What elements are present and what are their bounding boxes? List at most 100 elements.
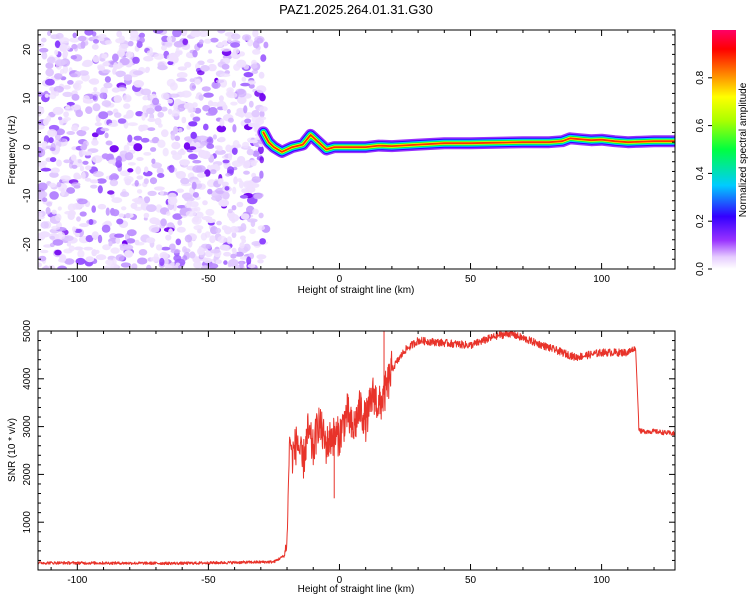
noise-blob (186, 124, 191, 130)
noise-blob (239, 180, 244, 189)
noise-blob (209, 235, 216, 244)
noise-blob (192, 165, 203, 173)
noise-blob (247, 139, 258, 144)
noise-blob (140, 137, 150, 143)
noise-blob (216, 220, 222, 226)
noise-blob (116, 30, 123, 38)
noise-blob (62, 50, 69, 57)
noise-blob (126, 109, 134, 119)
noise-blob (226, 109, 231, 114)
noise-blob (229, 226, 239, 234)
noise-blob (113, 112, 122, 118)
noise-blob (192, 116, 201, 122)
noise-blob (167, 108, 173, 115)
noise-blob (89, 78, 100, 85)
noise-blob (71, 164, 78, 169)
noise-blob (68, 245, 76, 252)
colorbar: 0.0 0.2 0.4 0.6 0.8 Normalized spectral ampl… (695, 30, 749, 276)
spectrogram-x-label: Height of straight line (km) (298, 285, 415, 296)
noise-blob (197, 70, 205, 76)
noise-blob (161, 246, 171, 251)
noise-blob (173, 102, 178, 111)
noise-blob (119, 57, 130, 66)
noise-blob (46, 201, 53, 207)
noise-blob (66, 131, 75, 135)
noise-blob (38, 146, 43, 155)
noise-blob (133, 135, 142, 141)
noise-blob (167, 98, 174, 104)
noise-blob (256, 37, 264, 44)
noise-blob (153, 253, 159, 261)
noise-blob (246, 148, 254, 156)
noise-blob (157, 64, 168, 71)
noise-blob (139, 32, 145, 38)
x-tick-label: -100 (67, 274, 87, 285)
noise-blob (70, 73, 78, 78)
noise-blob (220, 47, 232, 52)
noise-blob (93, 87, 98, 92)
noise-blob (115, 155, 122, 164)
noise-blob (119, 170, 131, 177)
noise-blob (136, 189, 143, 194)
noise-blob (150, 147, 157, 152)
noise-blob (70, 154, 77, 161)
noise-blob (43, 265, 49, 269)
x-tick-label: 50 (465, 274, 477, 285)
noise-blob (110, 247, 120, 254)
noise-blob (146, 107, 155, 115)
noise-blob (79, 165, 85, 172)
noise-blob (115, 237, 121, 244)
noise-blob (210, 169, 217, 175)
noise-blob (243, 105, 248, 114)
noise-blob (164, 264, 173, 269)
noise-blob (123, 144, 130, 152)
noise-blob (51, 209, 57, 215)
noise-blob (241, 76, 247, 82)
noise-blob (239, 261, 244, 269)
noise-blob (97, 203, 107, 210)
noise-blob (58, 37, 70, 44)
noise-blob (247, 263, 256, 269)
noise-blob (45, 207, 51, 215)
noise-blob (54, 49, 59, 56)
noise-blob (143, 152, 152, 156)
figure-title: PAZ1.2025.264.01.31.G30 (279, 2, 433, 17)
noise-blob (160, 106, 168, 112)
noise-blob (217, 178, 223, 185)
noise-blob (176, 188, 185, 193)
noise-blob (52, 106, 64, 115)
noise-blob (38, 91, 44, 97)
noise-blob (98, 111, 109, 120)
noise-blob (184, 196, 195, 202)
colorbar-ticks: 0.0 0.2 0.4 0.6 0.8 (695, 70, 712, 276)
noise-blob (49, 157, 57, 163)
noise-blob (85, 256, 95, 263)
noise-blob (230, 101, 238, 106)
noise-blob (212, 134, 217, 140)
noise-blob (108, 122, 119, 127)
noise-blob (53, 85, 64, 93)
noise-blob (221, 63, 230, 70)
noise-blob (111, 209, 120, 217)
noise-blob (183, 102, 195, 110)
noise-blob (162, 147, 169, 157)
noise-blob (217, 41, 224, 48)
noise-blob (247, 80, 256, 85)
noise-blob (215, 259, 222, 265)
noise-blob (241, 188, 249, 194)
noise-blob (72, 226, 77, 232)
noise-blob (243, 170, 250, 175)
noise-blob (132, 56, 140, 64)
noise-blob (228, 213, 240, 222)
noise-blob (259, 170, 264, 179)
y-tick-label: 0 (22, 144, 33, 150)
noise-blob (242, 160, 251, 169)
noise-blob (252, 30, 259, 38)
noise-blob (152, 97, 160, 106)
noise-blob (66, 187, 76, 194)
noise-blob (46, 56, 56, 64)
noise-blob (137, 257, 148, 265)
noise-blob (193, 225, 204, 231)
spectrogram-x-ticks: -100 -50 0 50 100 (50, 30, 655, 285)
